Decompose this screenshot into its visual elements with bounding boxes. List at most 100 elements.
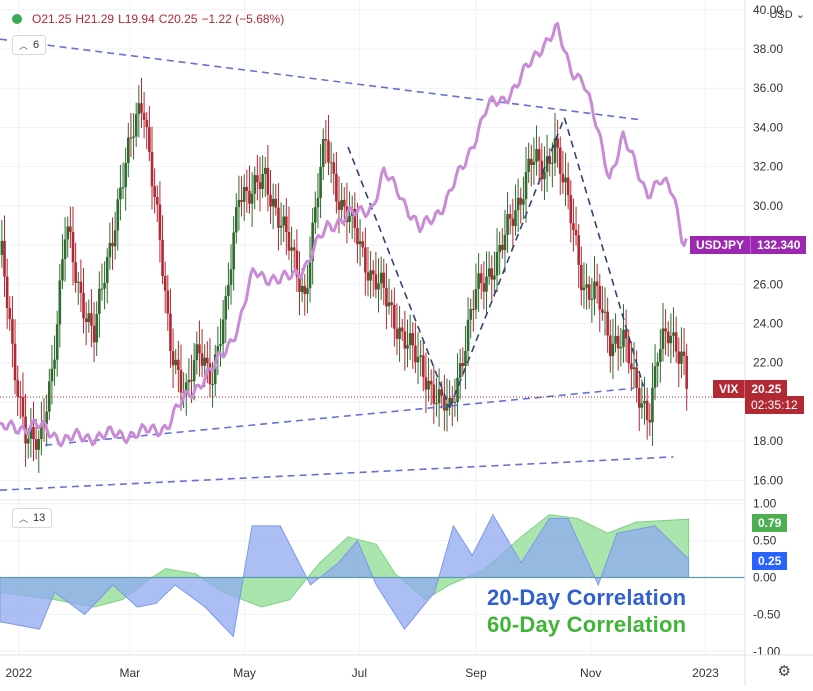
- vix-candle-body: [253, 175, 257, 194]
- wedge-trendline: [347, 146, 451, 409]
- vix-candle-body: [148, 127, 151, 153]
- vix-candle-body: [493, 275, 496, 280]
- vix-candle-body: [674, 332, 678, 352]
- vix-candle-body: [358, 241, 362, 245]
- vix-candle-body: [450, 397, 454, 403]
- vix-candle-body: [377, 283, 380, 290]
- main-y-tick-label: 24.00: [753, 317, 783, 331]
- vix-candle-body: [659, 349, 662, 363]
- vix-candle-body: [479, 273, 483, 284]
- vix-candle-body: [448, 397, 451, 404]
- vix-candle-body: [424, 377, 428, 390]
- chevron-up-icon: ︿: [19, 40, 29, 51]
- vix-candle-body: [277, 207, 280, 228]
- vix-candle-body: [353, 208, 357, 228]
- vix-candle-body: [269, 194, 272, 207]
- vix-candle-body: [8, 307, 12, 320]
- lower-y-tick-label: 0.00: [753, 571, 777, 585]
- vix-candle-body: [190, 379, 193, 382]
- vix-candle-body: [464, 350, 467, 366]
- usdjpy-tag-name: USDJPY: [690, 236, 751, 254]
- trendlines: [0, 38, 745, 491]
- vix-candle-body: [443, 395, 446, 411]
- vix-candle-body: [408, 333, 412, 345]
- vix-candle-body: [300, 286, 304, 292]
- vix-candle-body: [437, 389, 441, 404]
- vix-candle-body: [511, 218, 515, 226]
- vix-candle-body: [329, 162, 333, 164]
- vix-candle-body: [221, 319, 225, 345]
- vix-candle-body: [76, 281, 80, 283]
- vix-candle-body: [248, 190, 251, 204]
- vix-candle-body: [445, 403, 449, 411]
- correlation-areas: [0, 513, 745, 638]
- main-y-tick-label: 18.00: [753, 434, 783, 448]
- gear-icon[interactable]: ⚙: [777, 663, 791, 680]
- vix-candle-body: [92, 325, 96, 343]
- vix-candle-body: [200, 353, 204, 366]
- vix-candle-body: [29, 426, 33, 439]
- vix-candle-body: [590, 299, 594, 301]
- vix-candle-body: [535, 149, 538, 162]
- vix-candle-body: [390, 302, 393, 305]
- vix-price-tag: VIX 20.25: [713, 380, 788, 398]
- lower-studies-toggle[interactable]: ︿ 13: [12, 508, 53, 528]
- vix-candle-body: [556, 138, 559, 148]
- vix-candle-body: [669, 335, 673, 344]
- wedge-trendline: [448, 117, 566, 409]
- currency-selector[interactable]: USD ⌄: [769, 8, 805, 21]
- vix-candle-body: [651, 387, 654, 423]
- usdjpy-price-tag: USDJPY 132.340: [690, 236, 807, 254]
- vix-candle-body: [371, 270, 375, 275]
- vix-candle-body: [87, 313, 91, 322]
- vix-candle-body: [585, 284, 588, 288]
- main-studies-toggle[interactable]: ︿ 6: [12, 35, 47, 55]
- vix-candle-body: [216, 346, 220, 355]
- vix-candle-body: [545, 156, 549, 172]
- vix-candle-body: [266, 167, 270, 195]
- vix-candle-body: [224, 296, 228, 320]
- usdjpy-line: [0, 22, 688, 448]
- vix-candle-body: [203, 357, 206, 366]
- vix-candle-body: [506, 214, 509, 235]
- vix-candle-body: [240, 199, 243, 202]
- vix-candle-body: [129, 137, 133, 139]
- vix-candle-body: [564, 177, 567, 183]
- vix-candle-body: [26, 438, 30, 444]
- vix-candle-body: [656, 362, 660, 367]
- vix-candle-body: [0, 240, 4, 255]
- main-y-tick-label: 32.00: [753, 160, 783, 174]
- ohlc-readout: O21.25 H21.29 L19.94 C20.25 −1.22 (−5.68…: [8, 8, 284, 30]
- currency-label: USD: [769, 9, 793, 21]
- vix-candle-body: [661, 328, 665, 350]
- vix-candle-body: [490, 268, 494, 280]
- vix-candle-body: [55, 324, 59, 360]
- vix-candle-body: [572, 223, 575, 230]
- vix-candle-body: [298, 276, 301, 292]
- vix-candle-body: [169, 313, 172, 352]
- vix-candle-body: [627, 338, 631, 364]
- vix-candle-body: [219, 344, 222, 347]
- market-status-dot: [12, 14, 22, 24]
- corr60-value-tag: 0.79: [752, 514, 788, 532]
- vix-candle-body: [45, 411, 48, 425]
- vix-candle-body: [498, 244, 501, 253]
- vix-candle-body: [227, 284, 230, 297]
- vix-candle-body: [637, 388, 641, 408]
- vix-candle-body: [321, 138, 325, 167]
- vix-candle-body: [153, 186, 156, 198]
- ohlc-close: C20.25: [158, 12, 198, 26]
- vix-candle-body: [672, 332, 675, 336]
- vix-candle-body: [161, 239, 164, 277]
- vix-candle-body: [461, 363, 465, 366]
- vix-candle-body: [137, 103, 141, 115]
- vix-candle-body: [245, 187, 249, 191]
- channel-trendline: [45, 387, 635, 446]
- vix-candle-body: [614, 335, 617, 344]
- vix-candle-body: [311, 222, 314, 261]
- vix-candle-body: [342, 199, 346, 207]
- vix-candle-body: [435, 403, 438, 405]
- vix-candle-body: [256, 175, 259, 183]
- vix-candle-body: [414, 345, 417, 363]
- vix-candle-body: [680, 351, 683, 364]
